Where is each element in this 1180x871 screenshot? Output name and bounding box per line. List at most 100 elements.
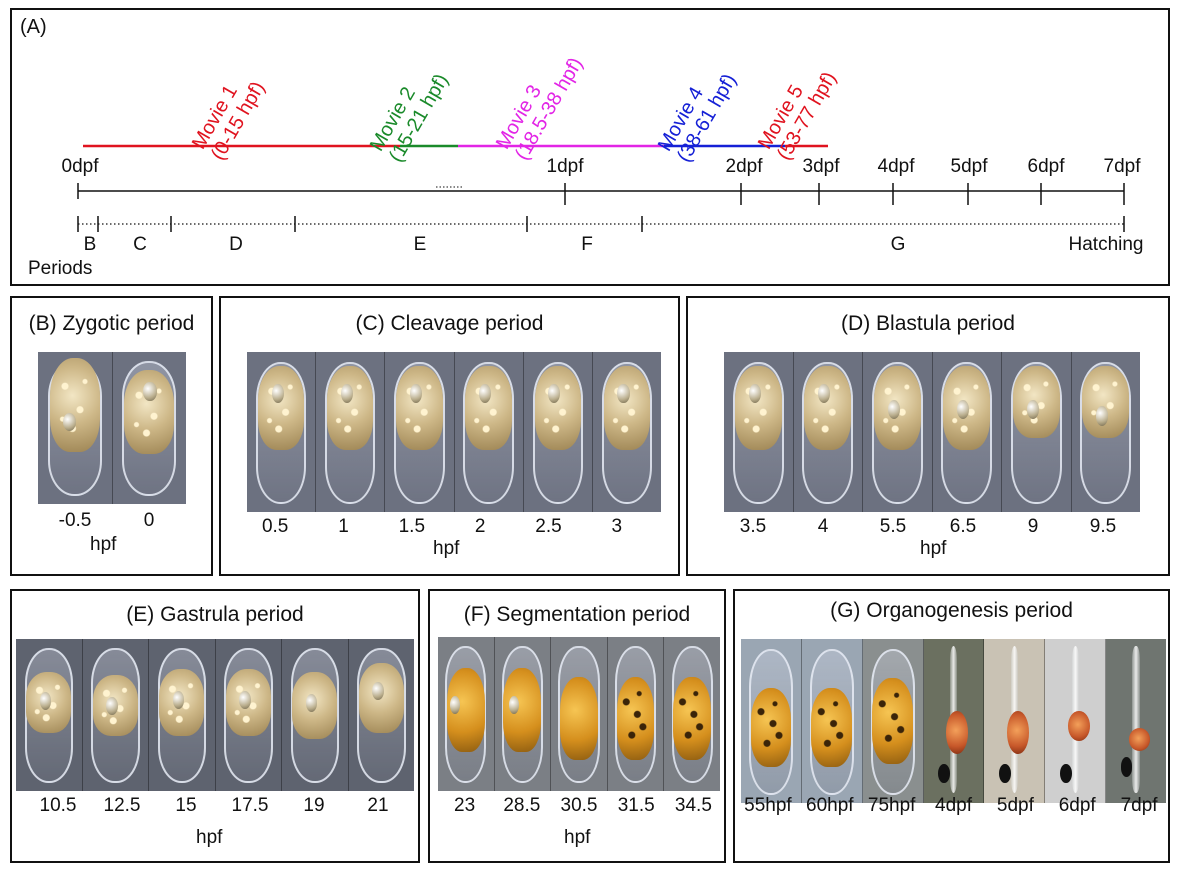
- panel-f-segmentation: (F) Segmentation period 23 28.5 30.5 31.…: [428, 589, 726, 863]
- embryo-image: [316, 352, 386, 512]
- time-label: 1.5: [398, 516, 426, 537]
- time-label: 5.5: [879, 516, 907, 537]
- time-label: 3: [611, 516, 623, 537]
- embryo-image: [551, 637, 608, 791]
- time-label: 6dpf: [1058, 795, 1096, 816]
- panel-d-image-strip: [724, 352, 1140, 512]
- embryo-image: [38, 352, 113, 504]
- embryo-image: [495, 637, 552, 791]
- panel-g-image-strip: [741, 639, 1166, 803]
- time-label: 5dpf: [996, 795, 1034, 816]
- panel-e-gastrula: (E) Gastrula period 10.5 12.5 15 17.5 19…: [10, 589, 420, 863]
- period-label-f: F: [581, 234, 593, 255]
- embryo-image: [113, 352, 187, 504]
- embryo-image: [282, 639, 349, 791]
- embryo-image: [862, 639, 924, 803]
- embryo-image: [724, 352, 794, 512]
- day-ticks: [77, 183, 1125, 205]
- larva-image: [1045, 639, 1107, 803]
- panel-g-title: (G) Organogenesis period: [830, 599, 1073, 622]
- timeline-svg: [77, 144, 1125, 232]
- dpf-label-4: 4dpf: [877, 156, 915, 177]
- time-label: 4: [817, 516, 829, 537]
- time-label: 17.5: [231, 795, 269, 816]
- embryo-image: [349, 639, 415, 791]
- period-label-e: E: [413, 234, 427, 255]
- dpf-label-7: 7dpf: [1103, 156, 1141, 177]
- embryo-image: [664, 637, 720, 791]
- embryo-image: [524, 352, 593, 512]
- panel-c-cleavage: (C) Cleavage period 0.5 1 1.5 2 2.5 3 hp…: [219, 296, 680, 576]
- panel-e-image-strip: [16, 639, 414, 791]
- time-label: 0.5: [261, 516, 289, 537]
- embryo-image: [863, 352, 933, 512]
- panel-e-unit: hpf: [196, 827, 223, 848]
- embryo-image: [608, 637, 665, 791]
- panel-e-time-labels: 10.5 12.5 15 17.5 19 21: [26, 795, 410, 817]
- larva-image: [923, 639, 985, 803]
- time-label: 1: [338, 516, 349, 537]
- embryo-image: [801, 639, 863, 803]
- time-label: 21: [367, 795, 389, 816]
- panel-d-time-labels: 3.5 4 5.5 6.5 9 9.5: [718, 516, 1138, 538]
- panel-f-unit: hpf: [564, 827, 591, 848]
- time-label: 23: [454, 795, 476, 816]
- embryo-image: [593, 352, 661, 512]
- embryo-image: [438, 637, 495, 791]
- time-label: 10.5: [39, 795, 77, 816]
- panel-b-image-strip: [38, 352, 186, 504]
- panel-f-image-strip: [438, 637, 720, 791]
- panel-g-time-labels: 55hpf 60hpf 75hpf 4dpf 5dpf 6dpf 7dpf: [737, 795, 1170, 817]
- time-label: 12.5: [103, 795, 141, 816]
- dpf-label-2: 2dpf: [725, 156, 763, 177]
- time-label: 30.5: [560, 795, 598, 816]
- larva-image: [1106, 639, 1166, 803]
- dpf-label-6: 6dpf: [1027, 156, 1065, 177]
- period-label-d: D: [229, 234, 243, 255]
- panel-c-image-strip: [247, 352, 661, 512]
- time-label: 31.5: [617, 795, 655, 816]
- time-label: 6.5: [949, 516, 977, 537]
- dpf-label-1: 1dpf: [546, 156, 584, 177]
- panel-d-title: (D) Blastula period: [841, 312, 1015, 335]
- embryo-image: [149, 639, 216, 791]
- time-label: 75hpf: [867, 795, 916, 816]
- time-label: 15: [175, 795, 197, 816]
- time-label: 9.5: [1089, 516, 1117, 537]
- period-ticks: [77, 216, 1125, 232]
- period-label-b: B: [83, 234, 97, 255]
- panel-b-unit: hpf: [90, 534, 117, 555]
- panel-e-title: (E) Gastrula period: [126, 603, 304, 626]
- panel-f-title: (F) Segmentation period: [463, 603, 691, 626]
- embryo-image: [794, 352, 863, 512]
- panel-d-blastula: (D) Blastula period 3.5 4 5.5 6.5 9 9.5 …: [686, 296, 1170, 576]
- dpf-label-3: 3dpf: [802, 156, 840, 177]
- time-label: 34.5: [674, 795, 712, 816]
- dpf-label-5: 5dpf: [950, 156, 988, 177]
- embryo-image: [83, 639, 149, 791]
- hatching-label: Hatching: [1068, 234, 1144, 255]
- panel-c-time-labels: 0.5 1 1.5 2 2.5 3: [241, 516, 651, 538]
- periods-label: Periods: [28, 258, 93, 279]
- time-label: 2.5: [535, 516, 562, 537]
- embryo-image: [1002, 352, 1072, 512]
- period-label-g: G: [890, 234, 906, 255]
- time-label: 19: [303, 795, 325, 816]
- panel-b-title: (B) Zygotic period: [28, 312, 195, 335]
- panel-f-time-labels: 23 28.5 30.5 31.5 34.5: [436, 795, 722, 817]
- time-label: 60hpf: [806, 795, 854, 816]
- time-label: 4dpf: [935, 795, 972, 816]
- panel-b-zygotic: (B) Zygotic period -0.5 0 hpf: [10, 296, 213, 576]
- time-label: 0: [143, 510, 155, 531]
- time-label: 9: [1027, 516, 1039, 537]
- embryo-image: [247, 352, 317, 512]
- time-label: -0.5: [58, 510, 92, 531]
- panel-b-time-labels: -0.5 0: [38, 510, 186, 532]
- time-label: 7dpf: [1120, 795, 1158, 816]
- time-label: 2: [474, 516, 486, 537]
- embryo-image: [16, 639, 83, 791]
- panel-g-organogenesis: (G) Organogenesis period 55hpf 60hpf 75h…: [733, 589, 1170, 863]
- embryo-image: [933, 352, 1002, 512]
- larva-image: [984, 639, 1046, 803]
- time-label: 28.5: [503, 795, 541, 816]
